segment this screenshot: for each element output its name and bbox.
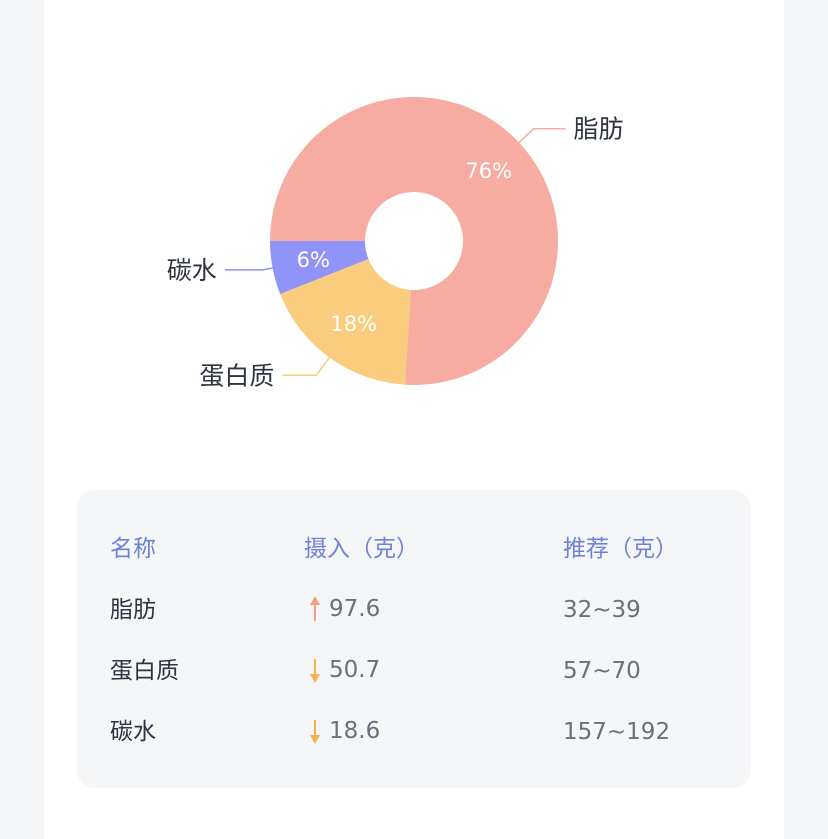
row-recommended: 157~192 (563, 719, 671, 745)
row-recommended: 57~70 (563, 658, 641, 684)
slice-leader-line (224, 267, 273, 271)
donut-slice (270, 97, 558, 386)
slice-percent-label: 18% (330, 312, 377, 336)
slice-percent-label: 76% (465, 159, 512, 183)
row-intake: 97.6 (307, 594, 380, 624)
row-intake-value: 50.7 (329, 657, 381, 683)
trend-down-icon (310, 720, 320, 744)
row-recommended: 32~39 (563, 597, 641, 623)
trend-down-icon (310, 659, 320, 683)
slice-category-label: 脂肪 (574, 115, 624, 144)
slice-category-label: 碳水 (167, 256, 217, 285)
table-header-recommended: 推荐（克） (563, 536, 678, 562)
nutrition-table: 名称 摄入（克） 推荐（克） 脂肪 97.6 32~39 蛋白质 50.7 57… (77, 490, 751, 788)
slice-category-label: 蛋白质 (199, 361, 274, 390)
nutrition-donut-chart: 76% 脂肪 18% 蛋白质 6% 碳水 (167, 97, 624, 390)
slice-leader-line (282, 357, 330, 377)
row-intake-value: 97.6 (329, 596, 381, 622)
row-intake: 18.6 (307, 716, 380, 746)
donut-slice (270, 241, 369, 295)
row-intake-value: 18.6 (329, 718, 381, 744)
donut-slice (280, 259, 411, 385)
slice-leader-line (518, 127, 566, 143)
table-header-name: 名称 (110, 536, 156, 562)
row-name: 碳水 (110, 719, 156, 745)
table-header-intake: 摄入（克） (304, 536, 419, 562)
row-name: 脂肪 (110, 597, 156, 623)
trend-up-icon (310, 596, 320, 621)
row-intake: 50.7 (307, 655, 380, 685)
row-name: 蛋白质 (110, 658, 179, 684)
slice-percent-label: 6% (297, 248, 330, 272)
